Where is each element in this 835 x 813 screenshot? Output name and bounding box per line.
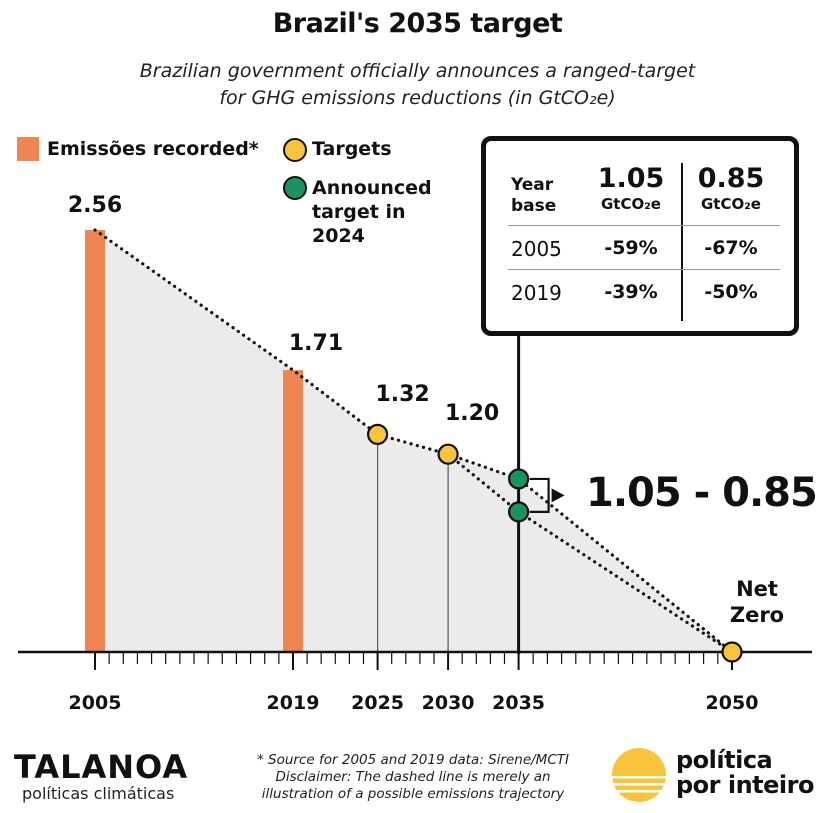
table-header-col1-value: 1.05 bbox=[597, 163, 665, 194]
net-zero-label: Net Zero bbox=[722, 576, 792, 628]
footnote: * Source for 2005 and 2019 data: Sirene/… bbox=[248, 752, 578, 803]
legend-target-swatch bbox=[283, 138, 307, 162]
x-tick-label-2025: 2025 bbox=[351, 692, 404, 714]
footnote-disclaimer-2: illustration of a possible emissions tra… bbox=[261, 786, 565, 802]
subtitle-line-1: Brazilian government officially announce… bbox=[139, 60, 696, 82]
target-point-2030 bbox=[437, 443, 459, 465]
range-bracket bbox=[529, 477, 550, 513]
net-zero-line-2: Zero bbox=[729, 603, 785, 627]
table-row-1-b: -67% bbox=[704, 237, 758, 259]
legend-recorded-label: Emissões recorded* bbox=[47, 138, 259, 160]
target-point-2025 bbox=[367, 423, 389, 446]
x-tick-label-2035: 2035 bbox=[492, 692, 545, 714]
table-row-2-year: 2019 bbox=[511, 281, 562, 305]
legend-announced-line-2: target in bbox=[312, 201, 406, 223]
politica-logo-line-1: política bbox=[676, 746, 773, 774]
table-row-2-b: -50% bbox=[704, 281, 758, 303]
sun-logo-icon bbox=[610, 748, 668, 802]
legend-targets-label: Targets bbox=[312, 138, 392, 160]
table-row-1-a: -59% bbox=[604, 237, 658, 259]
table-header-year-base: Year base bbox=[511, 175, 556, 217]
value-label-2019: 1.71 bbox=[289, 331, 343, 356]
table-divider-row-1 bbox=[508, 225, 780, 226]
legend-announced-line-3: 2024 bbox=[312, 225, 365, 247]
announced-point-1 bbox=[507, 468, 530, 490]
subtitle-line-2: for GHG emissions reductions (in GtCO₂e) bbox=[219, 87, 616, 109]
footnote-source: * Source for 2005 and 2019 data: Sirene/… bbox=[257, 752, 569, 768]
announced-point-2 bbox=[507, 501, 530, 523]
recorded-bar-2005 bbox=[85, 230, 105, 652]
x-tick-label-2005: 2005 bbox=[69, 692, 122, 714]
table-divider-vertical bbox=[681, 163, 683, 321]
legend-announced-swatch bbox=[283, 176, 307, 200]
range-arrow-icon bbox=[551, 488, 565, 503]
chart-subtitle: Brazilian government officially announce… bbox=[0, 58, 835, 112]
talanoa-logo-subtitle: políticas climáticas bbox=[22, 784, 175, 803]
target-point-2050 bbox=[721, 641, 743, 663]
reduction-table: Year base 1.05 GtCO₂e 0.85 GtCO₂e 2005 -… bbox=[481, 136, 799, 336]
table-header-col2-value: 0.85 bbox=[697, 163, 765, 194]
net-zero-line-1: Net bbox=[736, 577, 778, 601]
trajectory-upper bbox=[93, 228, 734, 654]
x-tick-label-2019: 2019 bbox=[267, 692, 320, 714]
legend-announced-line-1: Announced bbox=[312, 177, 432, 199]
table-header-col2: 0.85 GtCO₂e bbox=[686, 163, 776, 213]
value-label-2005: 2.56 bbox=[68, 193, 122, 218]
chart-title: Brazil's 2035 target bbox=[272, 8, 563, 39]
table-header-col2-unit: GtCO₂e bbox=[701, 195, 761, 213]
politica-por-inteiro-logo: política por inteiro bbox=[676, 748, 814, 798]
table-header-col1: 1.05 GtCO₂e bbox=[586, 163, 676, 213]
legend-announced-label: Announced target in 2024 bbox=[312, 176, 432, 248]
politica-logo-line-2: por inteiro bbox=[676, 771, 814, 799]
footnote-disclaimer-1: Disclaimer: The dashed line is merely an bbox=[275, 769, 551, 785]
recorded-bar-2019 bbox=[283, 370, 303, 652]
x-tick-label-2030: 2030 bbox=[422, 692, 475, 714]
table-row-1-year: 2005 bbox=[511, 237, 562, 261]
table-header-year: Year bbox=[511, 175, 554, 195]
table-header-base: base bbox=[511, 196, 557, 216]
table-header-col1-unit: GtCO₂e bbox=[601, 195, 661, 213]
table-row-2-a: -39% bbox=[604, 281, 658, 303]
talanoa-logo: TALANOA bbox=[14, 748, 189, 786]
value-label-2025: 1.32 bbox=[375, 382, 429, 407]
legend-recorded-swatch bbox=[17, 137, 39, 161]
value-label-2030: 1.20 bbox=[445, 401, 499, 426]
table-divider-row-2 bbox=[508, 269, 780, 270]
x-tick-label-2050: 2050 bbox=[706, 692, 759, 714]
range-label: 1.05 - 0.85 bbox=[586, 470, 818, 516]
